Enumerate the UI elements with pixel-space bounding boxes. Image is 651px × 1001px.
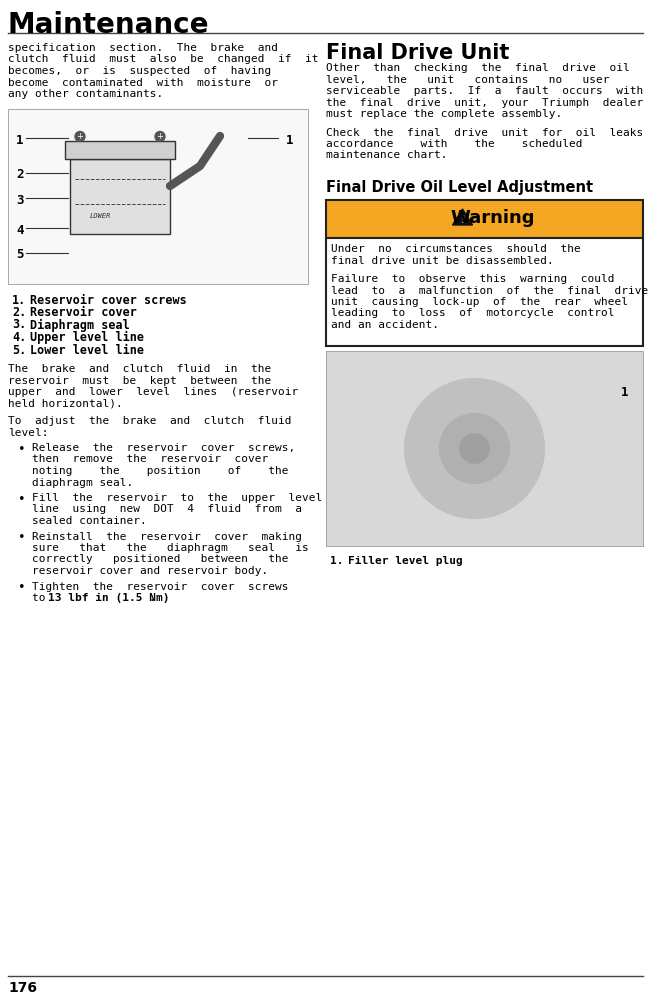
Text: Final Drive Unit: Final Drive Unit	[326, 43, 509, 63]
Text: sure   that   the   diaphragm   seal   is: sure that the diaphragm seal is	[32, 543, 309, 553]
Text: •: •	[18, 532, 25, 545]
Text: Tighten  the  reservoir  cover  screws: Tighten the reservoir cover screws	[32, 582, 288, 592]
Text: noting    the    position    of    the: noting the position of the	[32, 466, 288, 476]
Text: 176: 176	[8, 981, 37, 995]
Text: Check  the  final  drive  unit  for  oil  leaks  in: Check the final drive unit for oil leaks…	[326, 127, 651, 137]
Text: Warning: Warning	[450, 209, 534, 227]
Text: held horizontal).: held horizontal).	[8, 398, 123, 408]
Text: the  final  drive  unit,  your  Triumph  dealer: the final drive unit, your Triumph deale…	[326, 97, 643, 107]
Text: reservoir  must  be  kept  between  the: reservoir must be kept between the	[8, 375, 271, 385]
Text: final drive unit be disassembled.: final drive unit be disassembled.	[331, 255, 554, 265]
Text: become  contaminated  with  moisture  or: become contaminated with moisture or	[8, 77, 278, 87]
Text: sealed container.: sealed container.	[32, 516, 146, 526]
Text: becomes,  or  is  suspected  of  having: becomes, or is suspected of having	[8, 66, 271, 76]
Text: 4.: 4.	[12, 331, 26, 344]
Text: LOWER: LOWER	[90, 213, 111, 219]
Text: accordance    with    the    scheduled: accordance with the scheduled	[326, 139, 583, 149]
Text: Reinstall  the  reservoir  cover  making: Reinstall the reservoir cover making	[32, 532, 302, 542]
Text: 3: 3	[16, 193, 23, 206]
Text: upper  and  lower  level  lines  (reservoir: upper and lower level lines (reservoir	[8, 387, 298, 397]
Circle shape	[75, 131, 85, 141]
Text: 1: 1	[286, 133, 294, 146]
Text: 4: 4	[16, 223, 23, 236]
Text: maintenance chart.: maintenance chart.	[326, 150, 447, 160]
Text: Filler level plug: Filler level plug	[348, 556, 463, 566]
Circle shape	[460, 433, 490, 463]
Text: lead  to  a  malfunction  of  the  final  drive: lead to a malfunction of the final drive	[331, 285, 648, 295]
Text: 1: 1	[16, 133, 23, 146]
Text: then  remove  the  reservoir  cover: then remove the reservoir cover	[32, 454, 268, 464]
Text: +: +	[156, 132, 163, 141]
Text: reservoir cover and reservoir body.: reservoir cover and reservoir body.	[32, 566, 268, 576]
Text: Maintenance: Maintenance	[8, 11, 210, 39]
Text: To  adjust  the  brake  and  clutch  fluid: To adjust the brake and clutch fluid	[8, 416, 292, 426]
Text: correctly   positioned   between   the: correctly positioned between the	[32, 555, 288, 565]
Text: •: •	[18, 493, 25, 506]
Text: Reservoir cover screws: Reservoir cover screws	[30, 293, 187, 306]
Text: The  brake  and  clutch  fluid  in  the: The brake and clutch fluid in the	[8, 364, 271, 374]
Text: 1: 1	[621, 386, 628, 399]
Text: clutch  fluid  must  also  be  changed  if  it: clutch fluid must also be changed if it	[8, 54, 318, 64]
Text: Release  the  reservoir  cover  screws,: Release the reservoir cover screws,	[32, 443, 296, 453]
Text: 2.: 2.	[12, 306, 26, 319]
Bar	[326, 238, 643, 346]
Text: unit  causing  lock-up  of  the  rear  wheel: unit causing lock-up of the rear wheel	[331, 297, 628, 307]
Text: any other contaminants.: any other contaminants.	[8, 89, 163, 99]
Bar	[326, 351, 643, 546]
Text: leading  to  loss  of  motorcycle  control: leading to loss of motorcycle control	[331, 308, 615, 318]
Text: Final Drive Oil Level Adjustment: Final Drive Oil Level Adjustment	[326, 180, 593, 195]
Text: +: +	[77, 132, 83, 141]
Bar	[8, 108, 308, 283]
Text: 3.: 3.	[12, 318, 26, 331]
Text: •: •	[18, 582, 25, 595]
Text: Upper level line: Upper level line	[30, 331, 144, 344]
Bar	[70, 158, 170, 233]
Text: diaphragm seal.: diaphragm seal.	[32, 477, 133, 487]
Text: must replace the complete assembly.: must replace the complete assembly.	[326, 109, 562, 119]
Text: Diaphragm seal: Diaphragm seal	[30, 318, 130, 331]
Text: •: •	[18, 443, 25, 456]
Text: Fill  the  reservoir  to  the  upper  level: Fill the reservoir to the upper level	[32, 493, 322, 503]
Text: specification  section.  The  brake  and: specification section. The brake and	[8, 43, 278, 53]
Text: 5: 5	[16, 248, 23, 261]
Text: Lower level line: Lower level line	[30, 343, 144, 356]
Text: Failure  to  observe  this  warning  could: Failure to observe this warning could	[331, 274, 615, 284]
Text: 1.: 1.	[12, 293, 26, 306]
Text: line  using  new  DOT  4  fluid  from  a: line using new DOT 4 fluid from a	[32, 505, 302, 515]
Text: level:: level:	[8, 427, 49, 437]
Text: 13 lbf in (1.5 Nm): 13 lbf in (1.5 Nm)	[48, 593, 169, 603]
Text: 1.: 1.	[330, 556, 344, 566]
Text: Reservoir cover: Reservoir cover	[30, 306, 137, 319]
Text: serviceable  parts.  If  a  fault  occurs  with: serviceable parts. If a fault occurs wit…	[326, 86, 643, 96]
Text: and an accident.: and an accident.	[331, 320, 439, 330]
Bar	[65, 140, 175, 158]
Text: 5.: 5.	[12, 343, 26, 356]
Text: to: to	[32, 593, 52, 603]
Bar	[326, 200, 643, 238]
Text: Under  no  circumstances  should  the: Under no circumstances should the	[331, 244, 581, 254]
Text: level,   the   unit   contains   no   user: level, the unit contains no user	[326, 74, 609, 84]
Circle shape	[404, 378, 544, 519]
Circle shape	[155, 131, 165, 141]
Text: 2: 2	[16, 168, 23, 181]
Text: Other  than  checking  the  final  drive  oil: Other than checking the final drive oil	[326, 63, 630, 73]
Text: !: !	[460, 215, 465, 225]
Circle shape	[439, 413, 510, 483]
Text: .: .	[148, 593, 155, 603]
Polygon shape	[452, 209, 473, 225]
